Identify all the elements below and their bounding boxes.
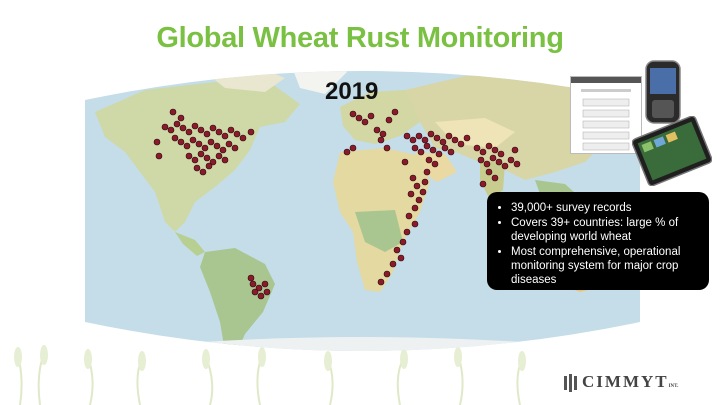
north-america — [95, 82, 300, 232]
cimmyt-logo-icon — [564, 374, 577, 392]
cimmyt-logo-text: CIMMYT — [582, 372, 669, 391]
points-south-america — [247, 274, 271, 300]
bullet-countries: Covers 39+ countries: large % of develop… — [511, 216, 701, 244]
bullet-monitoring-system: Most comprehensive, operational monitori… — [511, 245, 701, 287]
points-west-asia — [403, 130, 471, 168]
points-europe — [343, 108, 399, 156]
cimmyt-logo-mark: INT. — [668, 384, 679, 389]
year-label: 2019 — [325, 78, 379, 105]
phone-icon — [645, 60, 681, 124]
bullet-list: 39,000+ survey records Covers 39+ countr… — [487, 192, 709, 287]
south-america — [200, 248, 275, 351]
points-africa — [377, 158, 431, 286]
tablet-icon — [632, 116, 712, 186]
survey-app-screenshot — [570, 76, 642, 154]
info-box: 39,000+ survey records Covers 39+ countr… — [487, 192, 709, 290]
bullet-survey-records: 39,000+ survey records — [511, 201, 701, 215]
points-north-america — [153, 108, 255, 176]
wheat-decoration — [14, 345, 526, 405]
slide-title: Global Wheat Rust Monitoring — [156, 22, 564, 54]
cimmyt-logo: CIMMYTINT. — [582, 372, 678, 392]
europe — [340, 90, 430, 144]
points-south-asia — [473, 142, 521, 188]
survey-points — [153, 108, 521, 300]
greenland — [290, 71, 347, 94]
